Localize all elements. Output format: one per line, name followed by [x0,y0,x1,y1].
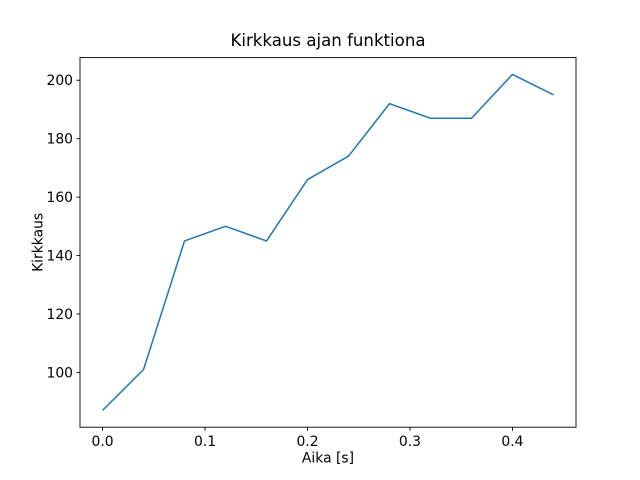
y-axis-label: Kirkkaus [31,213,47,272]
y-axis-ticks: 100 120 140 160 180 200 [46,73,80,381]
y-tick-label: 180 [46,132,73,148]
x-tick-label: 0.4 [501,434,523,450]
y-tick-label: 120 [46,307,73,323]
x-tick-label: 0.2 [296,434,318,450]
y-tick-label: 140 [46,249,73,265]
x-tick-label: 0.1 [194,434,216,450]
x-axis-ticks: 0.0 0.1 0.2 0.3 0.4 [91,427,524,450]
x-tick-label: 0.0 [91,434,113,450]
y-tick-label: 160 [46,190,73,206]
y-tick-label: 200 [46,73,73,89]
data-series [102,73,554,411]
y-tick-label: 100 [46,365,73,381]
plot-area [79,57,577,428]
brightness-line [102,73,554,411]
x-axis-label: Aika [s] [302,451,354,467]
x-tick-label: 0.3 [399,434,421,450]
chart-title: Kirkkaus ajan funktiona [230,31,425,50]
